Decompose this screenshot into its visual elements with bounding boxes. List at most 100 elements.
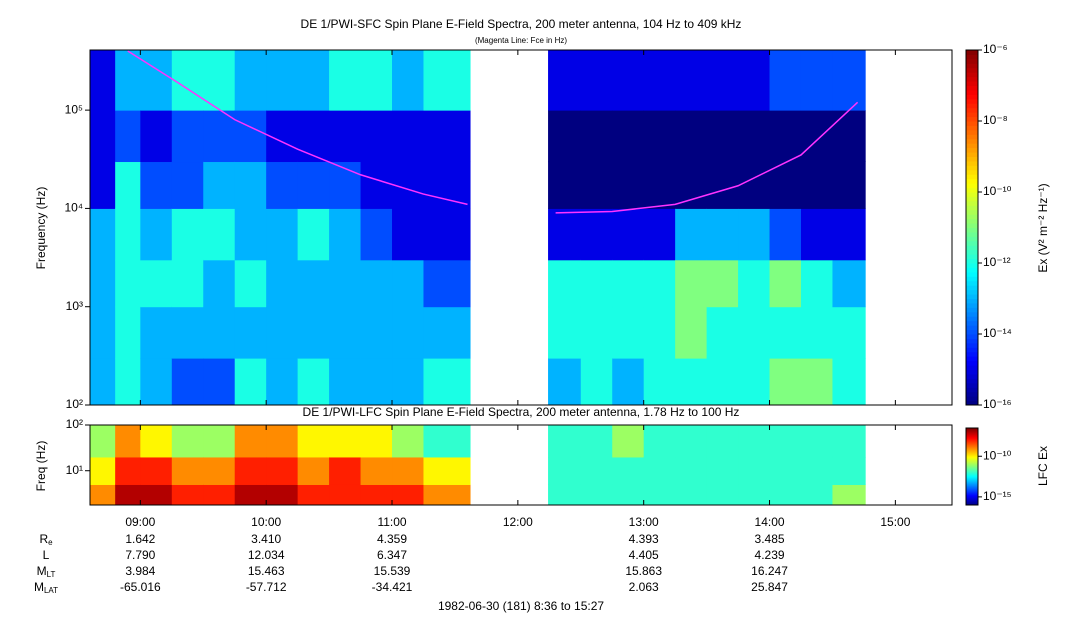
colorbar-step: [966, 329, 978, 335]
heatmap-cell: [234, 50, 267, 111]
ephemeris-value: 4.359: [377, 532, 407, 546]
heatmap-cell: [675, 425, 708, 458]
colorbar-step: [966, 497, 978, 499]
colorbar-step: [966, 434, 978, 437]
y-axis-label: Frequency (Hz): [34, 187, 48, 270]
heatmap-cell: [392, 456, 424, 485]
heatmap-cell: [423, 110, 471, 163]
colorbar-step: [966, 468, 978, 470]
heatmap-cell: [706, 208, 739, 261]
heatmap-cell: [203, 484, 236, 506]
colorbar-step: [966, 50, 978, 55]
heatmap-cell: [423, 208, 471, 261]
heatmap-cell: [738, 358, 771, 406]
colorbar-step: [966, 464, 978, 467]
heatmap-cell: [675, 208, 708, 261]
colorbar-tick-label: 10⁻¹⁰: [983, 448, 1012, 462]
heatmap-cell: [423, 358, 471, 406]
heatmap-cell: [423, 50, 471, 111]
colorbar-step: [966, 67, 978, 73]
heatmap-cell: [800, 456, 833, 485]
heatmap-cell: [266, 306, 299, 359]
colorbar-step: [966, 276, 978, 282]
heatmap-cell: [90, 425, 116, 458]
colorbar-step: [966, 54, 978, 60]
colorbar-step: [966, 183, 978, 189]
heatmap-cell: [643, 259, 676, 308]
heatmap-cell: [90, 110, 116, 163]
heatmap-cell: [203, 358, 236, 406]
heatmap-cell: [706, 358, 739, 406]
y-axis-label: Freq (Hz): [34, 441, 48, 492]
colorbar-frame: [965, 427, 979, 506]
colorbar-step: [966, 143, 978, 149]
heatmap-cell: [329, 208, 362, 261]
heatmap-cell: [548, 456, 582, 485]
heatmap-cell: [800, 208, 833, 261]
heatmap-cell: [706, 484, 739, 506]
ephemeris-value: 1.642: [125, 532, 155, 546]
colorbar-step: [966, 289, 978, 295]
colorbar-step: [966, 174, 978, 180]
heatmap-cell: [392, 358, 424, 406]
colorbar-step: [966, 492, 978, 494]
heatmap-cell: [140, 50, 173, 111]
heatmap-cell: [738, 161, 771, 209]
heatmap-cell: [115, 259, 141, 308]
heatmap-cell: [769, 425, 802, 458]
heatmap-cell: [800, 110, 833, 163]
heatmap-cell: [800, 425, 833, 458]
colorbar-step: [966, 429, 978, 432]
colorbar-step: [966, 487, 978, 490]
heatmap-cell: [769, 259, 802, 308]
colorbar-step: [966, 342, 978, 348]
heatmap-cell: [115, 161, 141, 209]
heatmap-cell: [140, 358, 173, 406]
ephemeris-value: 16.247: [751, 564, 788, 578]
heatmap-cell: [738, 306, 771, 359]
heatmap-cell: [580, 161, 613, 209]
colorbar-step: [966, 365, 978, 370]
heatmap-cell: [171, 50, 204, 111]
heatmap-cell: [706, 456, 739, 485]
heatmap-cell: [643, 456, 676, 485]
colorbar-step: [966, 455, 978, 458]
colorbar-step: [966, 491, 978, 493]
heatmap-cell: [675, 50, 708, 111]
heatmap-cell: [738, 259, 771, 308]
x-tick-label: 11:00: [377, 515, 406, 529]
heatmap-cell: [329, 50, 362, 111]
heatmap-cell: [360, 208, 393, 261]
colorbar-step: [966, 460, 978, 463]
colorbar-step: [966, 441, 978, 443]
heatmap-cell: [769, 208, 802, 261]
colorbar-step: [966, 450, 978, 452]
colorbar-tick-label: 10⁻¹⁰: [983, 184, 1012, 198]
colorbar-step: [966, 447, 978, 449]
heatmap-cell: [266, 50, 299, 111]
colorbar-step: [966, 205, 978, 211]
colorbar-tick-label: 10⁻¹⁶: [983, 397, 1012, 411]
ephemeris-label: MLT: [37, 564, 56, 579]
ephemeris-label: Re: [39, 532, 53, 547]
ephemeris-value: 7.790: [125, 548, 155, 562]
heatmap-cell: [769, 110, 802, 163]
heatmap-cell: [612, 208, 645, 261]
colorbar-step: [966, 369, 978, 375]
heatmap-cell: [329, 259, 362, 308]
colorbar-step: [966, 443, 978, 445]
colorbar-tick-label: 10⁻¹²: [983, 255, 1011, 269]
heatmap-cell: [612, 425, 645, 458]
colorbar-step: [966, 192, 978, 197]
heatmap-cell: [90, 358, 116, 406]
colorbar-step: [966, 490, 978, 493]
chart-title: DE 1/PWI-LFC Spin Plane E-Field Spectra,…: [303, 405, 740, 419]
colorbar-step: [966, 454, 978, 457]
colorbar-step: [966, 445, 978, 447]
heatmap-cell: [423, 259, 471, 308]
heatmap-cell: [548, 425, 582, 458]
colorbar-step: [966, 147, 978, 153]
colorbar-step: [966, 494, 978, 496]
heatmap-cell: [643, 484, 676, 506]
heatmap-cell: [171, 208, 204, 261]
